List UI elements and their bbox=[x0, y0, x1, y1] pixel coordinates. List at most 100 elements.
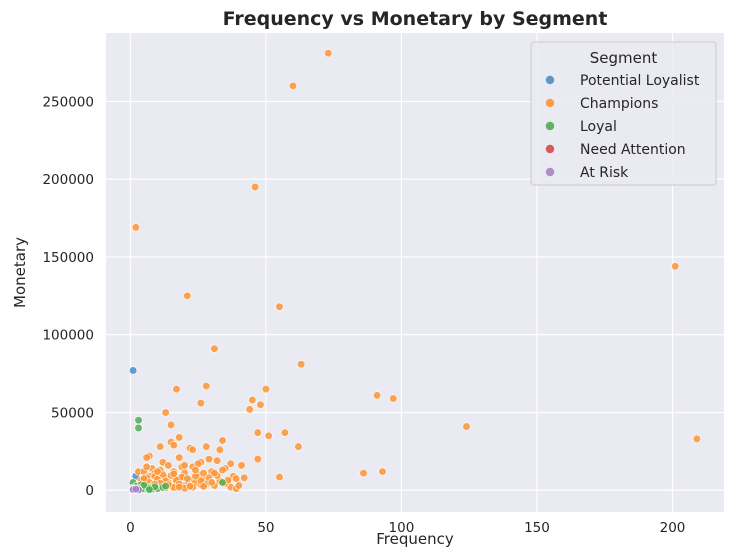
legend-label: Loyal bbox=[580, 119, 617, 135]
data-point bbox=[297, 360, 306, 369]
data-point bbox=[218, 465, 227, 475]
data-point bbox=[234, 481, 243, 490]
data-point bbox=[142, 453, 151, 462]
data-point bbox=[142, 462, 151, 471]
legend-item-at-risk: At Risk bbox=[545, 165, 629, 181]
y-tick-label: 200000 bbox=[42, 172, 94, 188]
data-point bbox=[250, 182, 260, 192]
data-point bbox=[232, 474, 241, 483]
data-point bbox=[280, 428, 289, 437]
legend-marker bbox=[545, 144, 555, 154]
data-point bbox=[166, 420, 176, 430]
legend-item-potential-loyalist: Potential Loyalist bbox=[545, 73, 700, 89]
data-point bbox=[692, 434, 701, 444]
data-point bbox=[213, 456, 222, 465]
data-point bbox=[389, 394, 398, 403]
y-tick-label: 100000 bbox=[42, 328, 94, 344]
data-point bbox=[175, 453, 184, 462]
data-point bbox=[210, 469, 219, 478]
data-point bbox=[378, 467, 387, 476]
series-at-risk bbox=[129, 485, 143, 495]
data-point bbox=[131, 223, 140, 232]
x-axis-label: Frequency bbox=[376, 530, 454, 548]
data-point bbox=[161, 408, 170, 417]
legend-label: Need Attention bbox=[580, 142, 686, 158]
legend-marker bbox=[545, 98, 555, 108]
data-point bbox=[164, 461, 173, 470]
y-tick-label: 0 bbox=[85, 483, 94, 499]
data-point bbox=[202, 442, 211, 451]
data-point bbox=[253, 428, 262, 437]
data-point bbox=[226, 459, 235, 468]
data-point bbox=[237, 461, 246, 470]
data-point bbox=[294, 442, 303, 451]
data-point bbox=[210, 344, 219, 353]
x-tick-label: 200 bbox=[660, 520, 686, 536]
data-point bbox=[199, 482, 208, 491]
y-tick-label: 50000 bbox=[51, 405, 94, 421]
data-points bbox=[129, 49, 701, 495]
data-point bbox=[215, 445, 224, 454]
data-point bbox=[218, 478, 227, 487]
data-point bbox=[202, 381, 211, 391]
data-point bbox=[188, 445, 197, 454]
data-point bbox=[169, 441, 178, 450]
data-point bbox=[199, 469, 208, 478]
data-point bbox=[183, 291, 192, 300]
x-tick-label: 100 bbox=[389, 520, 415, 536]
x-tick-label: 0 bbox=[126, 520, 135, 536]
data-point bbox=[175, 433, 184, 442]
data-point bbox=[264, 431, 273, 440]
legend-marker bbox=[545, 167, 555, 177]
legend: Segment Potential Loyalist Champions Loyal… bbox=[530, 41, 717, 186]
data-point bbox=[324, 49, 333, 58]
data-point bbox=[288, 81, 298, 90]
data-point bbox=[153, 467, 162, 476]
data-point bbox=[134, 423, 143, 433]
data-point bbox=[161, 482, 170, 491]
data-point bbox=[253, 455, 262, 464]
data-point bbox=[261, 385, 271, 394]
data-point bbox=[372, 391, 382, 400]
data-point bbox=[240, 473, 249, 482]
data-point bbox=[169, 469, 178, 478]
y-tick-label: 250000 bbox=[42, 94, 94, 110]
data-point bbox=[134, 416, 143, 425]
x-axis-ticks: 0 50 100 150 200 bbox=[126, 520, 685, 536]
data-point bbox=[204, 455, 214, 464]
data-point bbox=[185, 482, 195, 491]
data-point bbox=[275, 302, 284, 311]
legend-item-need-attention: Need Attention bbox=[545, 142, 686, 158]
data-point bbox=[131, 485, 140, 494]
legend-box bbox=[530, 41, 717, 186]
y-axis-ticks: 0 50000 100000 150000 200000 250000 bbox=[42, 94, 94, 499]
x-tick-label: 150 bbox=[524, 520, 550, 536]
data-point bbox=[129, 366, 138, 375]
legend-label: Potential Loyalist bbox=[580, 73, 700, 89]
data-point bbox=[207, 478, 216, 487]
x-tick-label: 50 bbox=[257, 520, 274, 536]
y-tick-label: 150000 bbox=[42, 250, 94, 266]
data-point bbox=[462, 422, 471, 431]
data-point bbox=[196, 399, 205, 408]
data-point bbox=[175, 483, 184, 492]
data-point bbox=[191, 465, 200, 475]
legend-item-loyal: Loyal bbox=[545, 119, 617, 135]
data-point bbox=[180, 461, 189, 470]
legend-label: Champions bbox=[580, 96, 658, 112]
legend-label: At Risk bbox=[580, 165, 629, 181]
chart-title: Frequency vs Monetary by Segment bbox=[223, 8, 608, 30]
data-point bbox=[172, 385, 181, 394]
data-point bbox=[218, 436, 227, 445]
legend-marker bbox=[545, 121, 555, 131]
data-point bbox=[256, 400, 265, 409]
legend-marker bbox=[545, 75, 555, 85]
data-point bbox=[139, 481, 149, 490]
data-point bbox=[145, 485, 154, 494]
data-point bbox=[248, 395, 257, 405]
legend-item-champions: Champions bbox=[545, 96, 658, 112]
data-point bbox=[359, 469, 368, 478]
data-point bbox=[275, 472, 284, 482]
y-axis-label: Monetary bbox=[11, 237, 29, 308]
